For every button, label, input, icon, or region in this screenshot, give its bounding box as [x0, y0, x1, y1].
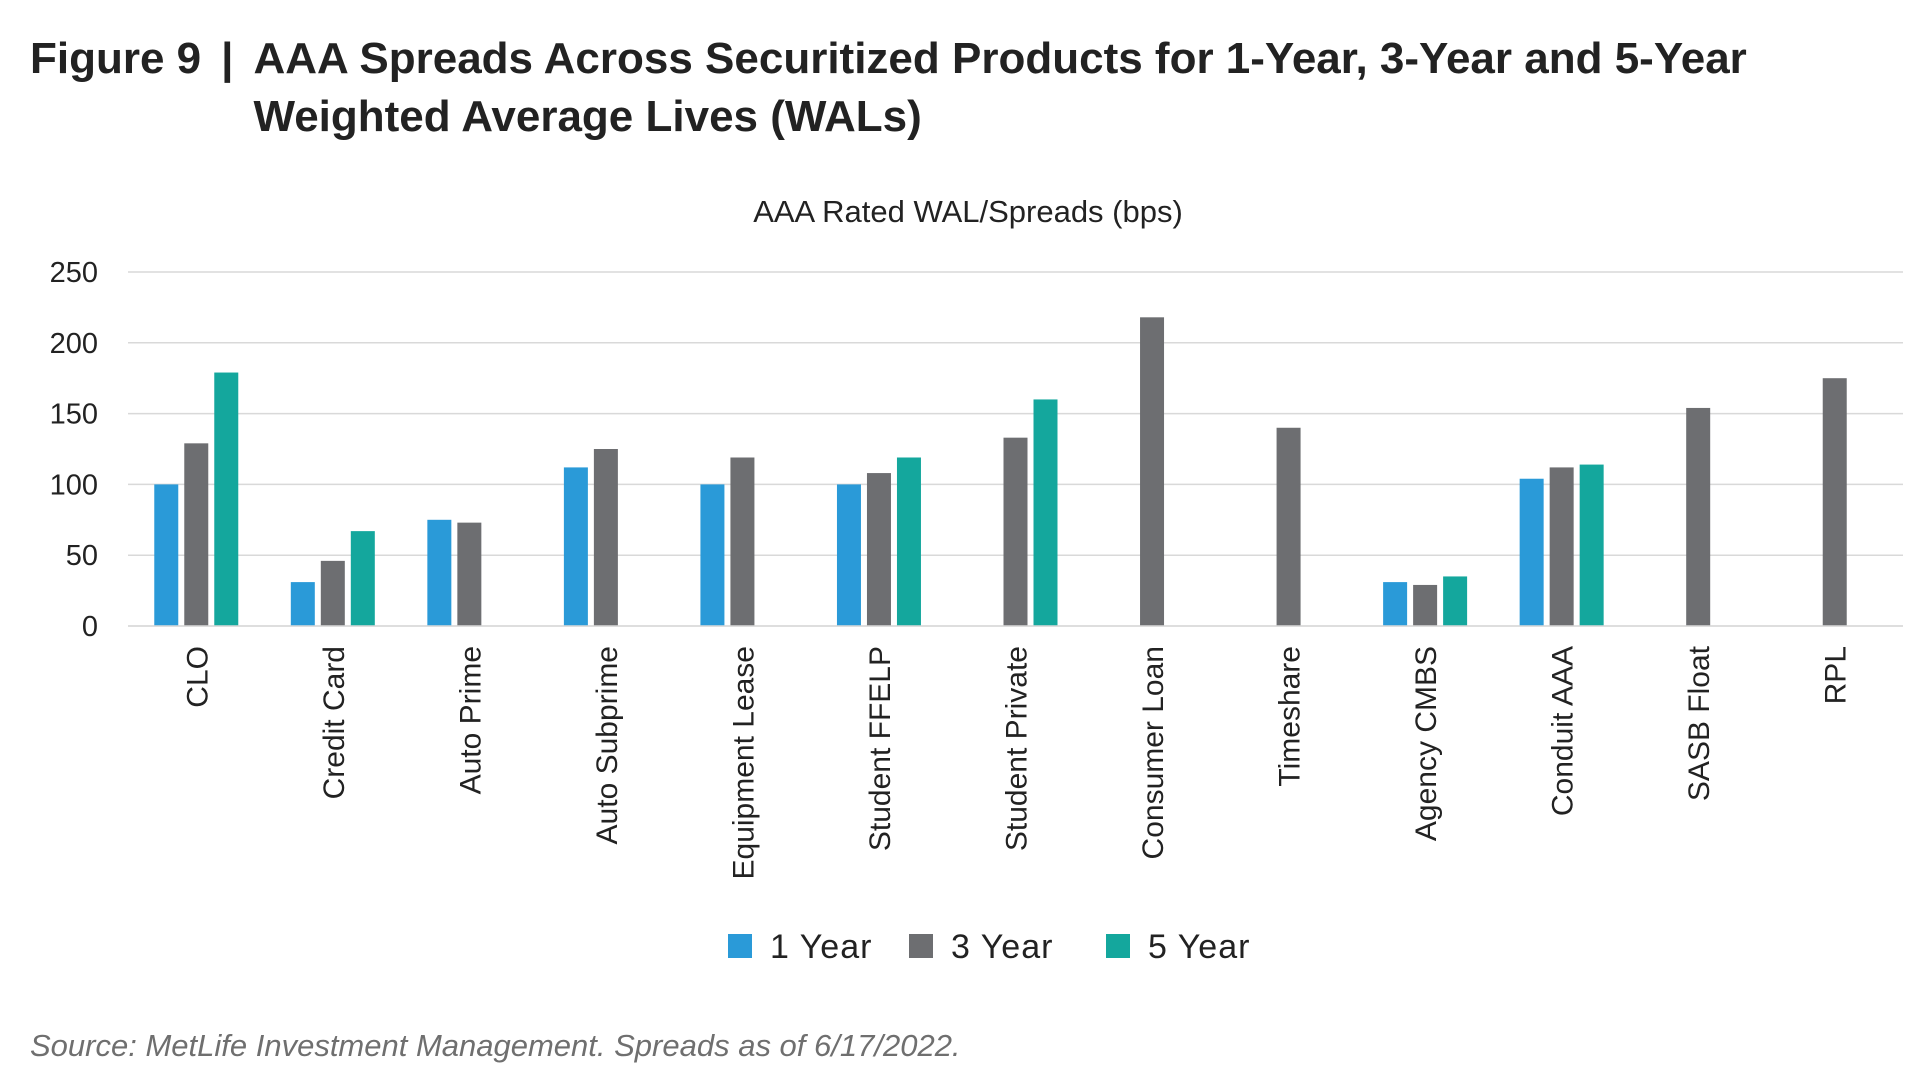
x-tick-label: Auto Prime: [454, 646, 487, 794]
y-tick-label: 50: [66, 540, 98, 572]
y-axis: 0 50 100 150 200 250: [50, 257, 98, 643]
bars: [154, 317, 1846, 626]
bar: [897, 457, 921, 626]
bar: [594, 449, 618, 626]
bar: [1277, 428, 1301, 626]
bar: [321, 561, 345, 626]
legend-label: 3 Year: [951, 928, 1053, 966]
bar: [457, 523, 481, 626]
chart-title: AAA Rated WAL/Spreads (bps): [753, 194, 1183, 229]
y-tick-label: 100: [50, 469, 98, 501]
figure-separator: |: [221, 30, 233, 146]
bar: [867, 473, 891, 626]
bar: [154, 484, 178, 626]
bar: [1550, 467, 1574, 626]
x-tick-label: RPL: [1820, 646, 1853, 704]
legend-swatch: [1106, 934, 1130, 958]
legend: 1 Year 3 Year 5 Year: [728, 928, 1250, 966]
x-tick-label: Agency CMBS: [1410, 646, 1443, 841]
bar: [427, 520, 451, 626]
bar: [1823, 378, 1847, 626]
source-note: Source: MetLife Investment Management. S…: [30, 1028, 961, 1064]
legend-label: 5 Year: [1148, 928, 1250, 966]
legend-swatch: [728, 934, 752, 958]
figure-label: Figure 9: [30, 30, 201, 146]
bar: [1034, 399, 1058, 626]
bar-chart: AAA Rated WAL/Spreads (bps) 0 50 100 150 200…: [0, 180, 1913, 1000]
y-tick-label: 0: [82, 611, 98, 643]
legend-label: 1 Year: [770, 928, 872, 966]
x-tick-label: Equipment Lease: [727, 646, 760, 880]
x-tick-label: Timeshare: [1274, 646, 1307, 787]
bar: [351, 531, 375, 626]
x-tick-label: Auto Subprime: [591, 646, 624, 844]
bar: [1140, 317, 1164, 626]
x-tick-label: Credit Card: [318, 646, 351, 799]
x-tick-label: Conduit AAA: [1547, 646, 1580, 816]
bar: [1383, 582, 1407, 626]
y-tick-label: 250: [50, 257, 98, 289]
x-tick-label: SASB Float: [1683, 645, 1716, 801]
figure-header: Figure 9 | AAA Spreads Across Securitize…: [30, 30, 1890, 146]
bar: [1580, 465, 1604, 626]
bar: [700, 484, 724, 626]
bar: [837, 484, 861, 626]
bar: [1520, 479, 1544, 626]
bar: [1443, 576, 1467, 626]
bar: [184, 443, 208, 626]
x-axis: CLO Credit Card Auto Prime Auto Subprime Equ…: [128, 626, 1903, 880]
bar: [1686, 408, 1710, 626]
y-tick-label: 200: [50, 328, 98, 360]
y-tick-label: 150: [50, 399, 98, 431]
x-tick-label: Student Private: [1001, 646, 1034, 851]
x-tick-label: Consumer Loan: [1137, 646, 1170, 859]
bar: [730, 457, 754, 626]
bar: [291, 582, 315, 626]
x-tick-label: Student FFELP: [864, 646, 897, 851]
x-tick-label: CLO: [181, 646, 214, 708]
figure-title: AAA Spreads Across Securitized Products …: [253, 30, 1890, 146]
bar: [564, 467, 588, 626]
legend-swatch: [909, 934, 933, 958]
bar: [1004, 438, 1028, 626]
bar: [214, 373, 238, 626]
bar: [1413, 585, 1437, 626]
